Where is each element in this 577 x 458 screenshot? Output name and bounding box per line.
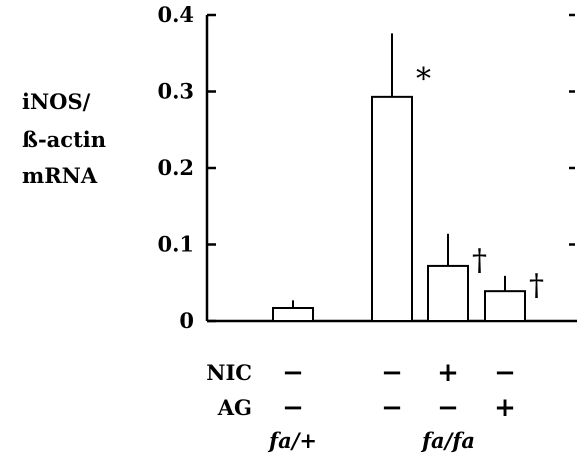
- group-label: fa/fa: [420, 428, 475, 453]
- y-axis-label-line: mRNA: [22, 163, 98, 188]
- treatment-rows: NIC − − + − AG − − − +: [206, 358, 516, 423]
- y-tick-label: 0.3: [157, 79, 194, 104]
- treatment-sign: −: [437, 393, 459, 423]
- treatment-row-label: NIC: [206, 360, 252, 385]
- treatment-sign: −: [282, 358, 304, 388]
- significance-marker: †: [472, 243, 487, 278]
- treatment-sign: −: [381, 393, 403, 423]
- treatment-sign: −: [494, 358, 516, 388]
- bar: [371, 95, 413, 323]
- y-axis-label-line: iNOS/: [22, 89, 91, 114]
- treatment-row-label: AG: [217, 395, 252, 420]
- significance-marker: †: [529, 268, 544, 303]
- y-axis-label-line: ß-actin: [22, 127, 106, 152]
- bar: [272, 306, 314, 322]
- bar: [427, 264, 469, 323]
- treatment-sign: +: [494, 393, 516, 423]
- y-tick-label: 0: [179, 308, 194, 333]
- group-label: fa/+: [267, 428, 317, 453]
- y-tick-label: 0.2: [157, 155, 194, 180]
- bar: [484, 290, 526, 323]
- y-tick-label: 0.1: [157, 232, 194, 257]
- bars: * † †: [272, 33, 544, 323]
- treatment-sign: −: [381, 358, 403, 388]
- y-ticks: 0 0.1 0.2 0.3 0.4: [157, 2, 216, 333]
- y-axis-label: iNOS/ß-actin mRNA: [22, 89, 106, 188]
- treatment-sign: +: [437, 358, 459, 388]
- significance-marker: *: [416, 62, 431, 97]
- group-labels: fa/+ fa/fa: [267, 428, 475, 453]
- y-tick-label: 0.4: [157, 2, 194, 27]
- treatment-sign: −: [282, 393, 304, 423]
